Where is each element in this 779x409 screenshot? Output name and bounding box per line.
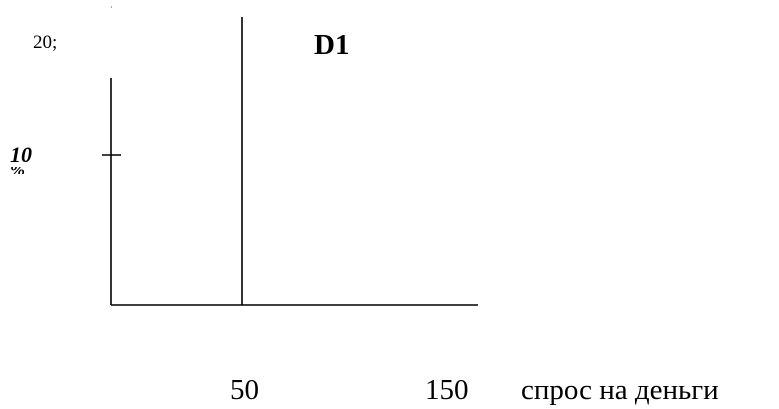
x-axis-title: спрос на деньги	[521, 374, 719, 406]
y-value-label: 10	[10, 142, 32, 167]
curve-label-d1: D1	[314, 29, 350, 61]
x-tick-label-150: 150	[425, 374, 469, 406]
x-tick-label-50: 50	[230, 374, 259, 406]
top-value-label: 20;	[33, 32, 58, 53]
y-value-suffix: %	[10, 167, 40, 174]
top-dot-mark: ·	[110, 3, 113, 12]
